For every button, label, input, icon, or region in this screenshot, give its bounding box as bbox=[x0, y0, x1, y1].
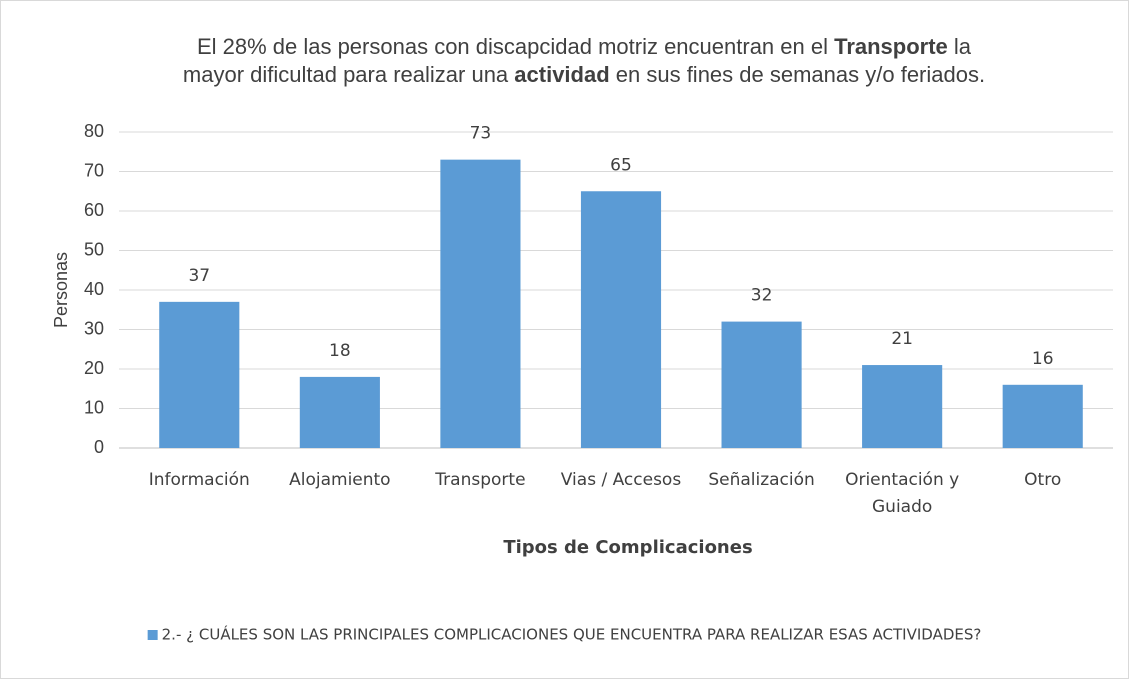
y-tick-label: 80 bbox=[84, 121, 104, 141]
legend-label: 2.- ¿ CUÁLES SON LAS PRINCIPALES COMPLIC… bbox=[162, 625, 982, 644]
y-tick-label: 70 bbox=[84, 160, 104, 180]
data-label: 18 bbox=[329, 341, 351, 361]
x-tick-label: Orientación y Guiado bbox=[845, 470, 959, 517]
x-axis-title: Tipos de Complicaciones bbox=[503, 537, 752, 558]
x-tick-label: Alojamiento bbox=[289, 470, 390, 490]
chart-title: mayor dificultad para realizar una activ… bbox=[183, 62, 985, 87]
data-label: 37 bbox=[188, 266, 210, 286]
title-run: la bbox=[948, 34, 972, 59]
x-tick-label: Señalización bbox=[708, 470, 814, 490]
y-tick-label: 30 bbox=[84, 318, 104, 338]
chart-title: El 28% de las personas con discapcidad m… bbox=[197, 34, 972, 59]
legend-swatch bbox=[147, 630, 158, 640]
data-label: 73 bbox=[470, 124, 492, 144]
bar bbox=[159, 301, 240, 448]
data-label: 65 bbox=[610, 155, 632, 175]
y-axis-title: Personas bbox=[51, 252, 71, 328]
x-tick-label: Información bbox=[149, 470, 250, 490]
title-run: Transporte bbox=[834, 34, 948, 59]
bar bbox=[440, 159, 521, 448]
x-tick-label: Transporte bbox=[434, 470, 525, 490]
title-run: en sus fines de semanas y/o feriados. bbox=[610, 62, 985, 87]
title-run: actividad bbox=[514, 62, 609, 87]
data-label: 16 bbox=[1032, 349, 1054, 369]
bar bbox=[580, 191, 662, 448]
y-tick-label: 40 bbox=[84, 279, 104, 299]
y-tick-label: 60 bbox=[84, 200, 104, 220]
data-label: 21 bbox=[891, 329, 913, 349]
y-tick-label: 20 bbox=[84, 358, 104, 378]
y-tick-label: 50 bbox=[84, 239, 104, 259]
x-tick-line: Guiado bbox=[872, 497, 932, 517]
bar bbox=[721, 321, 802, 448]
data-label: 32 bbox=[751, 286, 773, 306]
bar bbox=[1002, 384, 1083, 448]
y-tick-label: 0 bbox=[94, 437, 104, 457]
x-tick-label: Vias / Accesos bbox=[561, 470, 682, 490]
bar bbox=[862, 365, 943, 448]
title-run: El 28% de las personas con discapcidad m… bbox=[197, 34, 834, 59]
x-tick-line: Orientación y bbox=[845, 470, 959, 490]
y-tick-label: 10 bbox=[84, 397, 104, 417]
bar bbox=[299, 376, 380, 448]
title-run: mayor dificultad para realizar una bbox=[183, 62, 514, 87]
x-tick-label: Otro bbox=[1024, 470, 1061, 490]
